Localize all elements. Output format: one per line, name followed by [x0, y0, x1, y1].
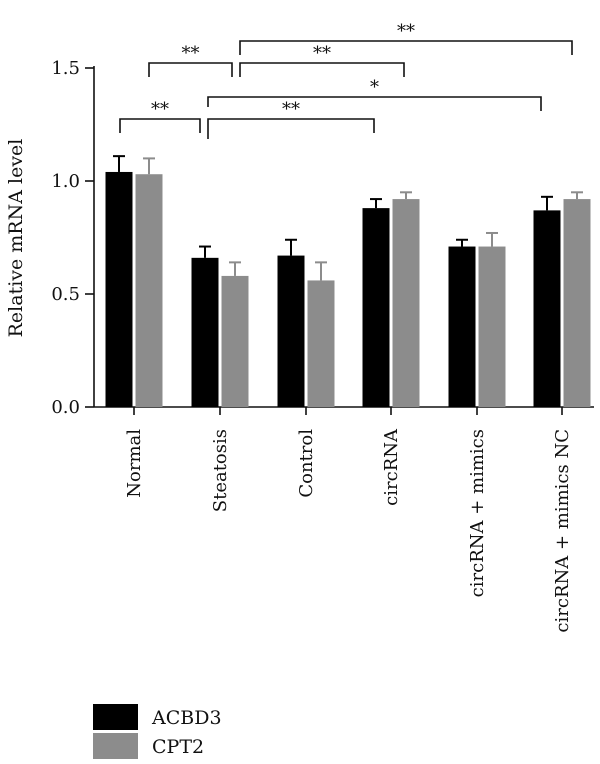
bar-acbd3-1 [191, 257, 219, 407]
significance-bracket [207, 118, 375, 139]
legend: ACBD3 CPT2 [93, 704, 222, 759]
significance-bracket [148, 62, 233, 77]
bar-acbd3-3 [362, 208, 390, 407]
significance-label: ** [397, 21, 415, 42]
bar-acbd3-2 [277, 255, 305, 407]
x-axis: Normal Steatosis Control circRNA circRNA + m… [94, 406, 594, 633]
x-tick-label: Steatosis [210, 429, 231, 512]
bar-cpt2-2 [307, 280, 335, 407]
y-axis: 0.0 0.5 1.0 1.5 [51, 58, 95, 418]
significance-bracket [239, 40, 573, 55]
significance-bracket [239, 62, 405, 77]
significance-label: ** [282, 99, 300, 120]
significance-label: ** [313, 43, 331, 64]
significance-label: ** [182, 43, 200, 64]
significance-label: ** [151, 99, 169, 120]
y-tick-label: 1.5 [51, 58, 80, 79]
x-tick-label: circRNA [381, 428, 402, 506]
bars [105, 155, 591, 407]
significance-bracket [207, 96, 542, 111]
bar-cpt2-5 [563, 199, 591, 407]
legend-swatch-cpt2 [93, 733, 138, 759]
legend-label-cpt2: CPT2 [152, 736, 204, 758]
bar-cpt2-4 [478, 246, 506, 407]
bar-cpt2-0 [135, 174, 163, 407]
y-axis-title: Relative mRNA level [5, 139, 27, 338]
legend-swatch-acbd3 [93, 704, 138, 730]
y-tick-label: 0.0 [51, 397, 80, 418]
x-tick-label: Control [296, 429, 317, 498]
y-tick-label: 0.5 [51, 284, 80, 305]
bar-cpt2-3 [392, 199, 420, 407]
legend-label-acbd3: ACBD3 [151, 707, 222, 729]
y-tick-label: 1.0 [51, 171, 80, 192]
significance-label: * [370, 77, 379, 98]
bar-cpt2-1 [221, 275, 249, 407]
significance-brackets: ** ***** **** [119, 21, 573, 139]
bar-acbd3-5 [533, 210, 561, 407]
x-tick-label: circRNA + mimics [467, 429, 488, 597]
x-tick-label: circRNA + mimics NC [552, 429, 573, 633]
x-tick-label: Normal [124, 429, 145, 498]
bar-acbd3-0 [105, 171, 133, 407]
significance-bracket [119, 118, 201, 133]
bar-acbd3-4 [448, 246, 476, 407]
